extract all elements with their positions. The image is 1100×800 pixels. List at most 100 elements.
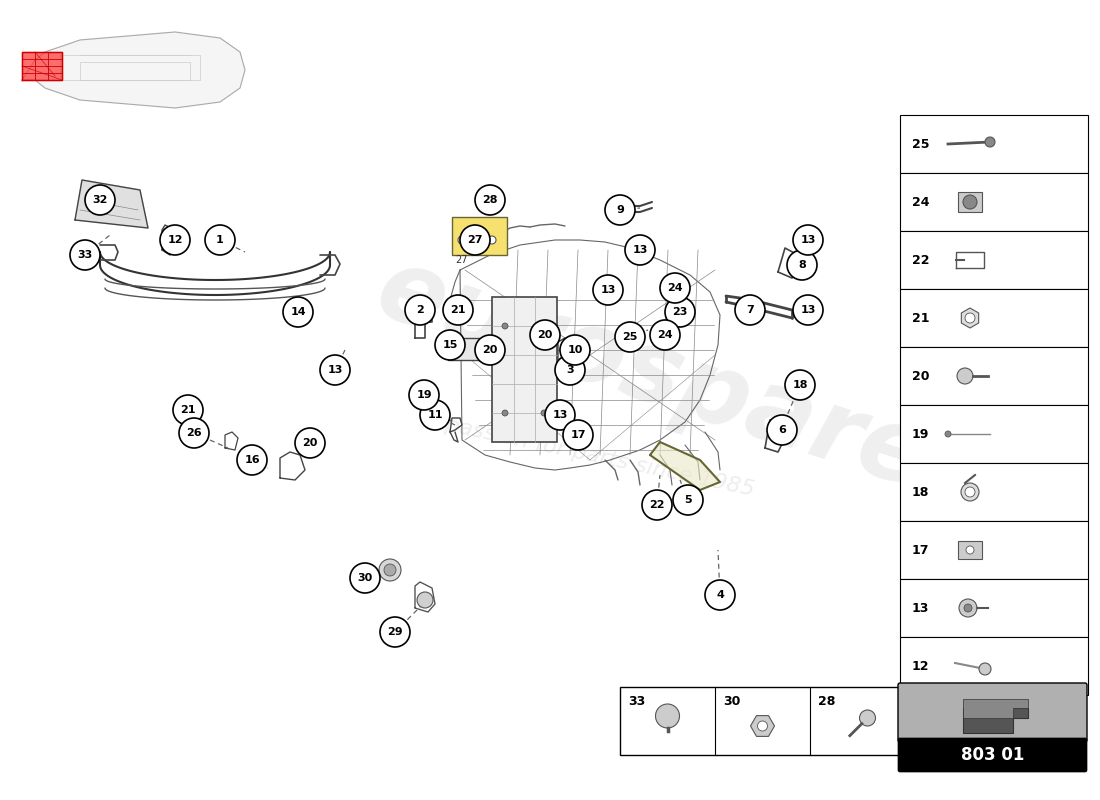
- Text: 21: 21: [912, 311, 930, 325]
- Circle shape: [666, 297, 695, 327]
- Circle shape: [417, 592, 433, 608]
- Text: 10: 10: [568, 345, 583, 355]
- Text: 30: 30: [358, 573, 373, 583]
- Polygon shape: [961, 308, 979, 328]
- Circle shape: [560, 335, 590, 365]
- Circle shape: [488, 236, 496, 244]
- Circle shape: [544, 400, 575, 430]
- Circle shape: [458, 236, 466, 244]
- Circle shape: [593, 275, 623, 305]
- Text: 30: 30: [723, 695, 740, 708]
- Bar: [900, 231, 1088, 289]
- Text: 26: 26: [186, 428, 201, 438]
- Text: 1: 1: [216, 235, 224, 245]
- Text: 13: 13: [632, 245, 648, 255]
- Text: 13: 13: [801, 305, 816, 315]
- Text: 16: 16: [244, 455, 260, 465]
- Text: 4: 4: [716, 590, 724, 600]
- Bar: [958, 192, 982, 212]
- Text: 13: 13: [912, 602, 930, 614]
- Circle shape: [409, 380, 439, 410]
- Text: eurospares: eurospares: [364, 241, 996, 529]
- Circle shape: [961, 483, 979, 501]
- Polygon shape: [22, 32, 245, 108]
- Text: 14: 14: [290, 307, 306, 317]
- Circle shape: [460, 225, 490, 255]
- Text: 33: 33: [628, 695, 646, 708]
- Bar: [620, 687, 905, 755]
- Circle shape: [556, 355, 585, 385]
- Circle shape: [205, 225, 235, 255]
- Text: a passion for parts since 1985: a passion for parts since 1985: [424, 410, 757, 500]
- Circle shape: [786, 250, 817, 280]
- Bar: [900, 463, 1088, 521]
- Circle shape: [85, 185, 116, 215]
- Circle shape: [605, 195, 635, 225]
- FancyBboxPatch shape: [898, 683, 1087, 742]
- Text: 13: 13: [328, 365, 343, 375]
- Circle shape: [405, 295, 435, 325]
- Circle shape: [673, 485, 703, 515]
- Text: 27: 27: [455, 255, 468, 265]
- Circle shape: [563, 420, 593, 450]
- Polygon shape: [962, 707, 1027, 733]
- Circle shape: [650, 320, 680, 350]
- Circle shape: [660, 273, 690, 303]
- Circle shape: [420, 400, 450, 430]
- Text: 803 01: 803 01: [960, 746, 1024, 764]
- Text: 15: 15: [442, 340, 458, 350]
- Text: 20: 20: [912, 370, 930, 382]
- Text: 24: 24: [912, 195, 930, 209]
- Text: 23: 23: [672, 307, 688, 317]
- Circle shape: [735, 295, 764, 325]
- Circle shape: [530, 320, 560, 350]
- Circle shape: [656, 704, 680, 728]
- FancyBboxPatch shape: [898, 738, 1087, 772]
- Polygon shape: [22, 52, 62, 80]
- Circle shape: [642, 490, 672, 520]
- Circle shape: [793, 295, 823, 325]
- Circle shape: [767, 415, 798, 445]
- Circle shape: [384, 564, 396, 576]
- FancyBboxPatch shape: [492, 297, 557, 442]
- Text: 22: 22: [649, 500, 664, 510]
- Circle shape: [758, 721, 768, 731]
- Circle shape: [965, 487, 975, 497]
- Text: 18: 18: [912, 486, 930, 498]
- Circle shape: [236, 445, 267, 475]
- Circle shape: [475, 335, 505, 365]
- Polygon shape: [75, 180, 148, 228]
- Text: 22: 22: [912, 254, 930, 266]
- Text: 17: 17: [912, 543, 930, 557]
- Bar: [900, 115, 1088, 173]
- Circle shape: [283, 297, 313, 327]
- Circle shape: [502, 323, 508, 329]
- Circle shape: [705, 580, 735, 610]
- Text: 32: 32: [92, 195, 108, 205]
- Text: 20: 20: [537, 330, 552, 340]
- Bar: [900, 173, 1088, 231]
- Text: 5: 5: [684, 495, 692, 505]
- Circle shape: [962, 195, 977, 209]
- Text: 24: 24: [668, 283, 683, 293]
- Text: 20: 20: [482, 345, 497, 355]
- Circle shape: [541, 323, 547, 329]
- Text: 12: 12: [912, 659, 930, 673]
- Bar: [900, 521, 1088, 579]
- Circle shape: [173, 395, 204, 425]
- Circle shape: [70, 240, 100, 270]
- Text: 28: 28: [818, 695, 835, 708]
- Circle shape: [979, 663, 991, 675]
- Circle shape: [785, 370, 815, 400]
- Circle shape: [965, 313, 975, 323]
- Circle shape: [984, 137, 996, 147]
- Bar: [900, 347, 1088, 405]
- Circle shape: [434, 330, 465, 360]
- Text: 13: 13: [552, 410, 568, 420]
- Polygon shape: [962, 698, 1027, 718]
- Circle shape: [964, 604, 972, 612]
- Circle shape: [966, 546, 974, 554]
- Text: 21: 21: [180, 405, 196, 415]
- Text: 12: 12: [167, 235, 183, 245]
- Text: 8: 8: [799, 260, 806, 270]
